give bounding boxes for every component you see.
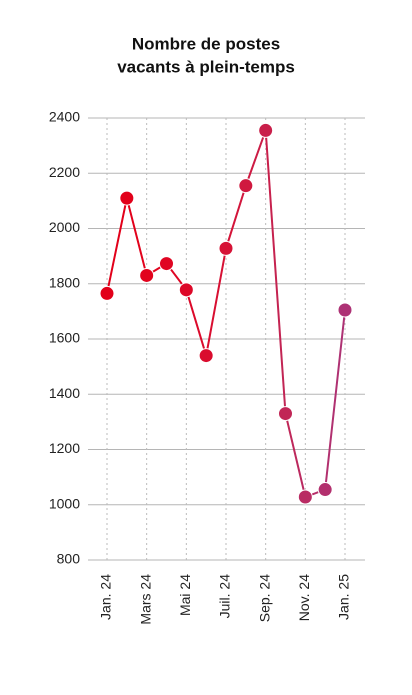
y-tick-label: 800 [57,551,81,567]
y-tick-label: 1000 [49,495,80,511]
point [258,122,274,138]
point [337,302,353,318]
point [297,489,313,505]
point [178,282,194,298]
x-tick-label: Mars 24 [137,574,153,625]
y-tick-label: 2400 [49,109,80,125]
chart-title: Nombre de postes [132,34,280,53]
y-tick-label: 2200 [49,164,80,180]
point [218,240,234,256]
point [139,267,155,283]
x-tick-label: Mai 24 [177,574,193,616]
chart-title: vacants à plein-temps [117,57,295,76]
x-tick-label: Jan. 24 [98,574,114,620]
point [159,256,174,272]
y-tick-label: 1600 [49,330,80,346]
point [278,406,293,422]
point [119,190,135,206]
x-tick-label: Juil. 24 [217,574,233,619]
x-tick-label: Jan. 25 [336,574,352,620]
point [99,285,115,301]
y-tick-label: 1400 [49,385,80,401]
y-tick-label: 1200 [49,440,80,456]
y-tick-label: 1800 [49,274,80,290]
point [317,482,333,498]
point [238,178,254,194]
point [198,348,214,364]
y-tick-label: 2000 [49,219,80,235]
x-tick-label: Nov. 24 [296,574,312,621]
x-tick-label: Sep. 24 [256,574,272,622]
